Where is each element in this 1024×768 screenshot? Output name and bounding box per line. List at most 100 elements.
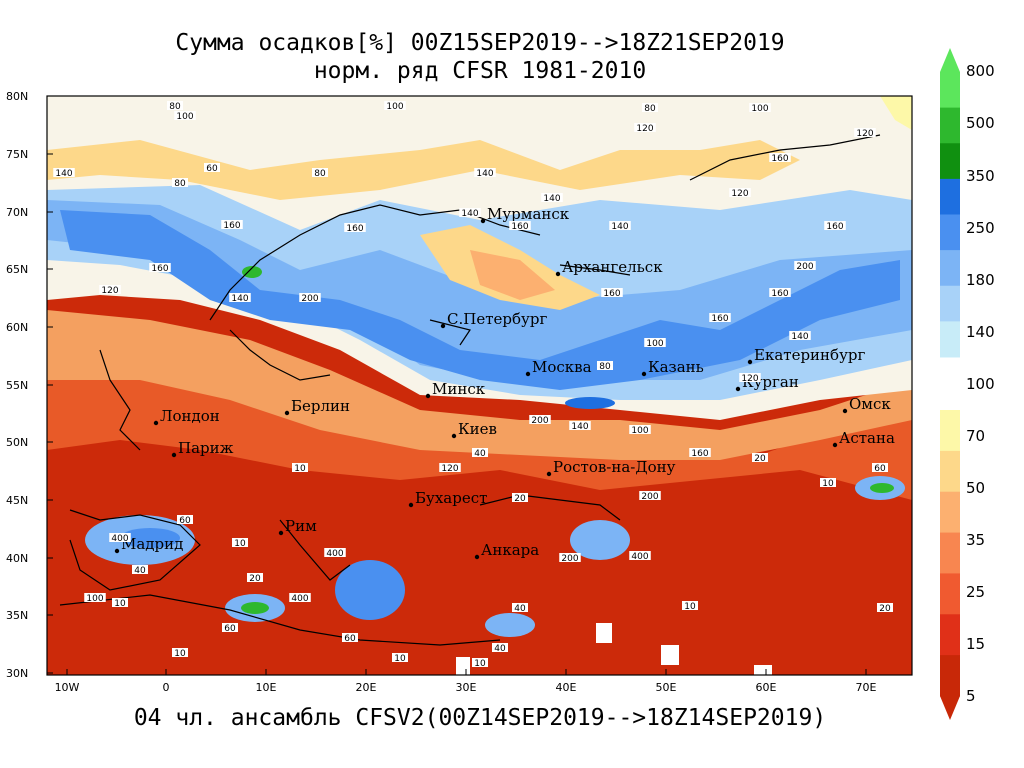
city-marker: [451, 433, 457, 439]
city-label: Берлин: [291, 397, 350, 415]
contour-label: 20: [514, 494, 526, 504]
city-label: Ростов-на-Дону: [553, 458, 676, 476]
lon-tick-label: 40E: [556, 681, 577, 694]
contour-label: 200: [531, 416, 548, 426]
contour-label: 160: [603, 289, 620, 299]
map-axes: 80N 75N 70N 65N 60N 55N 50N 45N 40N 35N 30N 10W 0 10E…: [6, 90, 877, 694]
colorbar-swatch: [940, 250, 960, 287]
map-title: Сумма осадков[%] 00Z15SEP2019-->18Z21SEP…: [175, 30, 785, 56]
lon-tick-label: 70E: [856, 681, 877, 694]
contour-label: 120: [441, 464, 458, 474]
colorbar-swatch: [940, 491, 960, 534]
contour-label: 10: [474, 659, 486, 669]
colorbar-label: 35: [966, 531, 986, 549]
colorbar-label: 70: [966, 427, 986, 445]
colorbar-swatch: [940, 178, 960, 215]
contour-label: 120: [856, 129, 873, 139]
colorbar-bottom-arrow: [940, 696, 960, 720]
lat-tick-label: 50N: [6, 436, 28, 449]
city-label: С.Петербург: [447, 310, 547, 328]
contour-label: 160: [771, 289, 788, 299]
city-label: Минск: [432, 380, 486, 398]
contour-label: 10: [294, 464, 306, 474]
contour-label: 140: [543, 194, 560, 204]
contour-label: 40: [134, 566, 146, 576]
contour-label: 200: [796, 262, 813, 272]
city-marker: [474, 554, 480, 560]
colorbar-swatch: [940, 450, 960, 493]
contour-label: 160: [511, 222, 528, 232]
contour-label: 100: [751, 104, 768, 114]
contour-label: 160: [711, 314, 728, 324]
colorbar-swatch: [940, 285, 960, 322]
city-label: Екатеринбург: [754, 346, 865, 364]
contour-label: 10: [174, 649, 186, 659]
contour-label: 140: [231, 294, 248, 304]
contour-label: 100: [646, 339, 663, 349]
city-label: Мадрид: [121, 535, 183, 553]
contour-label: 200: [301, 294, 318, 304]
lat-tick-label: 80N: [6, 90, 28, 103]
contour-label: 20: [754, 454, 766, 464]
lat-tick-label: 65N: [6, 263, 28, 276]
contour-label: 40: [514, 604, 526, 614]
contour-label: 10: [394, 654, 406, 664]
city-marker: [735, 386, 741, 392]
city-marker: [525, 371, 531, 377]
colorbar-label: 800: [966, 62, 995, 80]
contour-label: 40: [494, 644, 506, 654]
lat-tick-label: 30N: [6, 667, 28, 680]
city-marker: [832, 442, 838, 448]
contour-label: 100: [86, 594, 103, 604]
city-label: Мурманск: [487, 205, 570, 223]
city-marker: [546, 471, 552, 477]
city-marker: [284, 410, 290, 416]
colorbar-label: 350: [966, 167, 995, 185]
city-marker: [171, 452, 177, 458]
lat-tick-label: 75N: [6, 148, 28, 161]
colorbar-label: 250: [966, 219, 995, 237]
lat-tick-label: 45N: [6, 494, 28, 507]
lat-tick-label: 70N: [6, 206, 28, 219]
contour-label: 120: [741, 374, 758, 384]
contour-label: 60: [224, 624, 236, 634]
contour-label: 40: [474, 449, 486, 459]
contour-label: 140: [55, 169, 72, 179]
colorbar-label: 50: [966, 479, 986, 497]
colorbar-swatch: [940, 107, 960, 144]
contour-label: 160: [151, 264, 168, 274]
colorbar-swatch: [940, 532, 960, 574]
contour-label: 400: [326, 549, 343, 559]
city-marker: [641, 371, 647, 377]
contour-label: 120: [731, 189, 748, 199]
contour-label: 120: [101, 286, 118, 296]
city-label: Париж: [178, 439, 234, 457]
lat-tick-label: 35N: [6, 609, 28, 622]
colorbar-swatch: [940, 614, 960, 656]
lon-tick-label: 20E: [356, 681, 377, 694]
contour-label: 400: [291, 594, 308, 604]
city-labels: Мурманск Архангельск С.Петербург Москва Каза…: [114, 205, 895, 560]
city-label: Казань: [648, 358, 704, 376]
contour-label: 60: [874, 464, 886, 474]
colorbar-swatch: [940, 214, 960, 251]
contour-label: 120: [636, 124, 653, 134]
city-label: Москва: [532, 358, 592, 376]
colorbar-label: 15: [966, 635, 986, 653]
colorbar-top-arrow: [940, 48, 960, 72]
city-marker: [747, 359, 753, 365]
contour-label: 60: [206, 164, 218, 174]
city-marker: [842, 408, 848, 414]
colorbar-swatch: [940, 410, 960, 452]
colorbar-swatch: [940, 72, 960, 109]
lon-tick-label: 10W: [55, 681, 80, 694]
city-marker: [440, 323, 446, 329]
contour-label: 140: [791, 332, 808, 342]
contour-label: 400: [111, 534, 128, 544]
contour-label: 80: [644, 104, 656, 114]
contour-label: 20: [249, 574, 261, 584]
contour-label: 200: [561, 554, 578, 564]
city-marker: [153, 420, 159, 426]
city-label: Рим: [285, 517, 317, 535]
